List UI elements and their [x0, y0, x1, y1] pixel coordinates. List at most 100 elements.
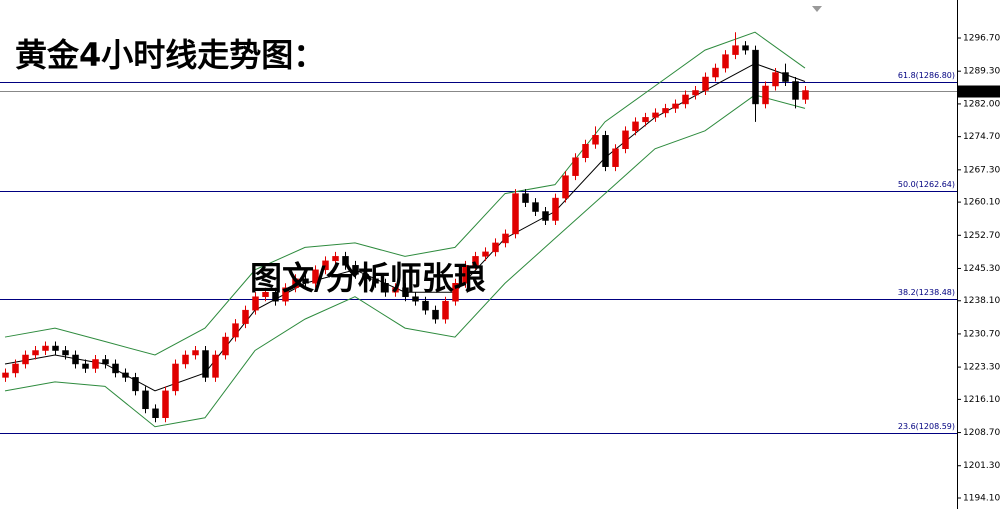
candle-body: [392, 287, 399, 293]
chart-title: 黄金4小时线走势图：: [15, 36, 325, 74]
plot: 61.8(1286.80) 50.0(1262.64) 38.2(1238.48) 2…: [0, 31, 957, 434]
candle-body: [12, 363, 19, 374]
y-tick-label: 1245.30: [963, 264, 1000, 274]
level-label: 38.2(1238.48): [898, 288, 955, 297]
candle-body: [662, 108, 669, 114]
candle-body: [572, 157, 579, 176]
y-tick-label: 1230.70: [963, 329, 1000, 339]
candle-body: [682, 94, 689, 105]
candle-body: [782, 72, 789, 82]
candle-body: [42, 345, 49, 351]
candle-body: [362, 274, 369, 280]
level-label: 61.8(1286.80): [898, 71, 955, 80]
candle-body: [552, 197, 559, 221]
candle-body: [212, 354, 219, 378]
candle-body: [742, 45, 749, 51]
candle-body: [542, 211, 549, 221]
candle-body: [792, 81, 799, 100]
last-price-box: [958, 85, 1000, 98]
candle-body: [122, 372, 129, 378]
level-label: 23.6(1208.59): [898, 422, 955, 431]
y-tick-label: 1267.30: [963, 165, 1000, 175]
candle-body: [442, 300, 449, 320]
candle-body: [522, 193, 529, 203]
y-tick-label: 1296.70: [963, 34, 1000, 44]
candle-body: [242, 309, 249, 324]
y-tick-label: 1208.70: [963, 428, 1000, 438]
candle-body: [642, 117, 649, 123]
candle-body: [472, 256, 479, 266]
candle-body: [142, 390, 149, 410]
candle-body: [332, 256, 339, 262]
y-tick-label: 1289.30: [963, 67, 1000, 77]
candle-body: [232, 323, 239, 338]
candle-body: [322, 260, 329, 271]
y-tick-label: 1194.10: [963, 494, 1000, 504]
y-tick-label: 1260.10: [963, 198, 1000, 208]
candle-body: [632, 121, 639, 132]
candle-body: [2, 372, 9, 378]
y-tick-label: 1252.70: [963, 231, 1000, 241]
candle-body: [182, 354, 189, 365]
y-tick-label: 1282.00: [963, 99, 1000, 109]
candle-body: [532, 202, 539, 212]
candle-body: [652, 112, 659, 118]
last-price-label: 1284.99: [961, 87, 998, 97]
candle-body: [702, 76, 709, 91]
candle-body: [162, 390, 169, 419]
candle-body: [282, 287, 289, 302]
candle-body: [22, 354, 29, 365]
band-line: [4, 94, 806, 428]
candle-body: [292, 278, 299, 288]
candle-body: [402, 287, 409, 297]
band-line: [4, 31, 806, 356]
candle-body: [692, 90, 699, 96]
candle-body: [422, 300, 429, 311]
candle-body: [432, 309, 439, 320]
annotation: 图文/分析师张琅: [250, 259, 486, 297]
candle-body: [372, 278, 379, 284]
candle-body: [172, 363, 179, 392]
candle-body: [672, 103, 679, 109]
candle-body: [72, 354, 79, 365]
candle-body: [512, 193, 519, 235]
candle-body: [342, 256, 349, 266]
y-tick-label: 1201.30: [963, 461, 1000, 471]
candle-body: [312, 269, 319, 284]
candle-body: [192, 350, 199, 356]
candle-body: [502, 233, 509, 244]
candle-body: [92, 359, 99, 369]
candle-body: [32, 350, 39, 356]
candle-body: [62, 350, 69, 356]
candle-body: [732, 45, 739, 55]
candle-body: [612, 148, 619, 167]
candle-body: [762, 85, 769, 105]
candle-body: [482, 251, 489, 257]
candle-body: [302, 278, 309, 284]
candle-body: [112, 363, 119, 374]
y-tick-label: 1216.10: [963, 395, 1000, 405]
candle-body: [752, 49, 759, 105]
candle-body: [52, 345, 59, 351]
candle-body: [622, 130, 629, 150]
candle-body: [82, 363, 89, 369]
y-tick-label: 1238.10: [963, 296, 1000, 306]
candle-body: [712, 67, 719, 78]
candle-body: [152, 408, 159, 419]
candle-body: [412, 296, 419, 302]
candle-body: [722, 54, 729, 69]
candle-body: [352, 265, 359, 275]
candle-body: [562, 175, 569, 199]
candle-body: [262, 291, 269, 297]
candle-body: [772, 72, 779, 87]
candle-body: [222, 336, 229, 356]
candle-body: [592, 135, 599, 145]
candle-body: [252, 296, 259, 311]
candle-body: [272, 291, 279, 302]
y-tick-label: 1274.70: [963, 132, 1000, 142]
candle-body: [132, 377, 139, 392]
candle-body: [602, 135, 609, 167]
